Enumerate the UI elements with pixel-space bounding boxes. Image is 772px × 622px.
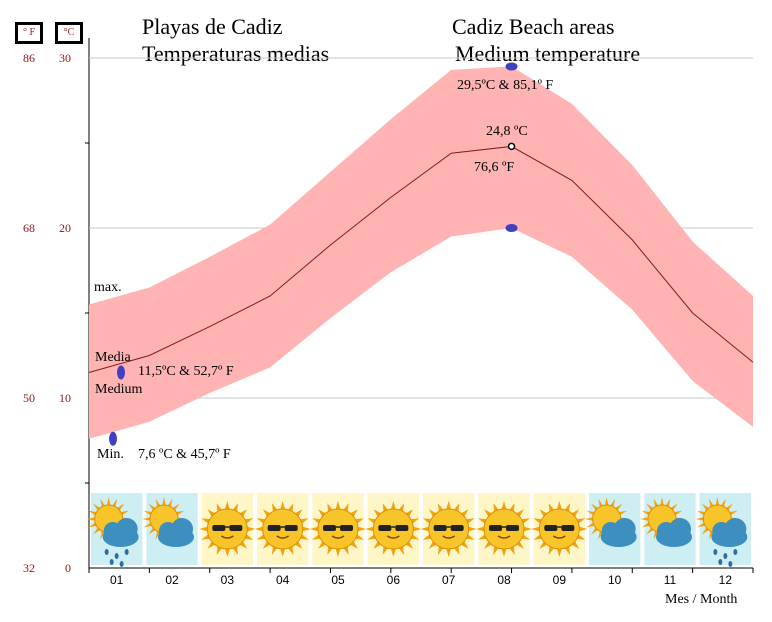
title-spanish-line1: Playas de Cadiz: [142, 14, 283, 39]
y-tick-f-32: 32: [23, 561, 35, 575]
highlight-point-max-08: [505, 62, 518, 71]
medium-label: Medium: [95, 382, 143, 397]
x-tick-07: 07: [442, 573, 456, 587]
x-tick-02: 02: [165, 573, 179, 587]
sun-icon: [476, 493, 532, 565]
sun-icon: [531, 493, 588, 565]
min-january-value: 7,6 ºC & 45,7º F: [138, 447, 231, 462]
min-label: Min.: [97, 447, 124, 462]
x-axis-label: Mes / Month: [665, 592, 738, 607]
x-tick-06: 06: [387, 573, 401, 587]
highlight-point-mean-08: [507, 142, 516, 151]
highlight-point-min-08: [505, 224, 518, 232]
sun-icon: [420, 493, 477, 565]
max-label: max.: [94, 280, 122, 295]
sun-icon: [310, 493, 366, 565]
x-tick-05: 05: [331, 573, 345, 587]
fahrenheit-unit-badge: ° F: [15, 22, 43, 44]
mean-line: [88, 145, 754, 373]
sun-icon: [254, 493, 311, 565]
x-tick-08: 08: [497, 573, 511, 587]
x-tick-01: 01: [110, 573, 124, 587]
highlight-point-min-01: [109, 431, 117, 446]
mean-january-value: 11,5ºC & 52,7º F: [138, 364, 234, 379]
x-tick-03: 03: [221, 573, 235, 587]
sun-icon: [199, 493, 256, 565]
celsius-unit-badge: °C: [55, 22, 83, 44]
sun-cloud-rain-icon: [695, 493, 751, 567]
y-tick-c-10: 10: [59, 391, 71, 405]
y-tick-f-50: 50: [23, 391, 35, 405]
title-english-line2: Medium temperature: [455, 41, 641, 66]
media-label: Media: [95, 350, 131, 365]
y-tick-c-20: 20: [59, 221, 71, 235]
sun-cloud-icon: [584, 493, 641, 565]
x-tick-04: 04: [276, 573, 290, 587]
sun-icon: [365, 493, 422, 565]
y-tick-f-86: 86: [23, 51, 35, 65]
highlight-point-media-01: [117, 365, 125, 380]
peak-mean-celsius: 24,8 ºC: [486, 124, 528, 139]
x-tick-10: 10: [608, 573, 622, 587]
y-tick-c-30: 30: [59, 51, 71, 65]
title-english-line1: Cadiz Beach areas: [452, 14, 615, 39]
x-tick-11: 11: [664, 573, 677, 587]
title-spanish-line2: Temperaturas medias: [142, 41, 330, 66]
sun-cloud-icon: [142, 493, 198, 565]
sun-cloud-rain-icon: [86, 493, 143, 567]
x-tick-12: 12: [719, 573, 733, 587]
y-tick-f-68: 68: [23, 221, 35, 235]
y-tick-c-0: 0: [65, 561, 71, 575]
x-tick-09: 09: [553, 573, 567, 587]
peak-max-value: 29,5ºC & 85,1º F: [457, 78, 554, 93]
peak-mean-fahrenheit: 76,6 ºF: [474, 160, 515, 175]
max-min-band: [89, 66, 753, 439]
sun-cloud-icon: [640, 493, 696, 565]
